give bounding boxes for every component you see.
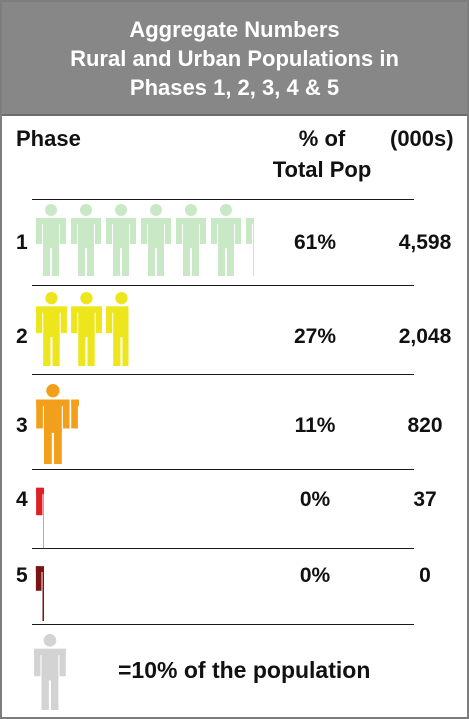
person-icon (106, 292, 129, 366)
person-icon (35, 566, 44, 621)
title-line-2: Rural and Urban Populations in (70, 45, 399, 71)
percent-label: 27% (293, 325, 337, 348)
percent-column-header-line-1: % of (298, 126, 346, 151)
percent-label: 0% (299, 488, 331, 511)
row-divider (32, 548, 414, 549)
count-label: 0 (419, 564, 431, 587)
count-label: 4,598 (398, 231, 452, 254)
percent-label: 11% (294, 414, 336, 437)
legend-person-icon (34, 634, 66, 710)
percent-column-header-line-2: Total Pop (272, 157, 372, 182)
person-icon (176, 204, 206, 276)
phase-label: 1 (16, 231, 28, 254)
percent-label: 61% (293, 231, 337, 254)
person-icon (71, 399, 79, 429)
title-banner: Aggregate Numbers Rural and Urban Popula… (2, 2, 467, 116)
person-icon (211, 204, 241, 276)
title-line-1: Aggregate Numbers (129, 16, 340, 42)
percent-label: 0% (299, 564, 331, 587)
phase-label: 3 (16, 414, 28, 437)
person-icon (36, 292, 67, 366)
person-icon (71, 204, 101, 276)
phase-label: 4 (16, 488, 28, 511)
phase-column-header: Phase (16, 126, 81, 151)
person-icon (106, 204, 136, 276)
person-icon (36, 384, 70, 464)
person-icon (71, 292, 102, 366)
title-line-3: Phases 1, 2, 3, 4 & 5 (129, 74, 340, 100)
person-icon (36, 487, 44, 549)
row-divider (32, 469, 414, 470)
row-divider (32, 374, 414, 375)
count-label: 820 (407, 414, 443, 437)
legend-text: =10% of the population (118, 657, 371, 683)
count-column-header: (000s) (390, 126, 454, 151)
count-label: 37 (413, 488, 437, 511)
row-divider (32, 199, 414, 200)
person-icon (36, 204, 66, 276)
row-divider (32, 624, 414, 625)
phase-label: 2 (16, 325, 28, 348)
person-icon (141, 204, 171, 276)
row-divider (32, 285, 414, 286)
count-label: 2,048 (398, 325, 452, 348)
phase-label: 5 (16, 564, 28, 587)
